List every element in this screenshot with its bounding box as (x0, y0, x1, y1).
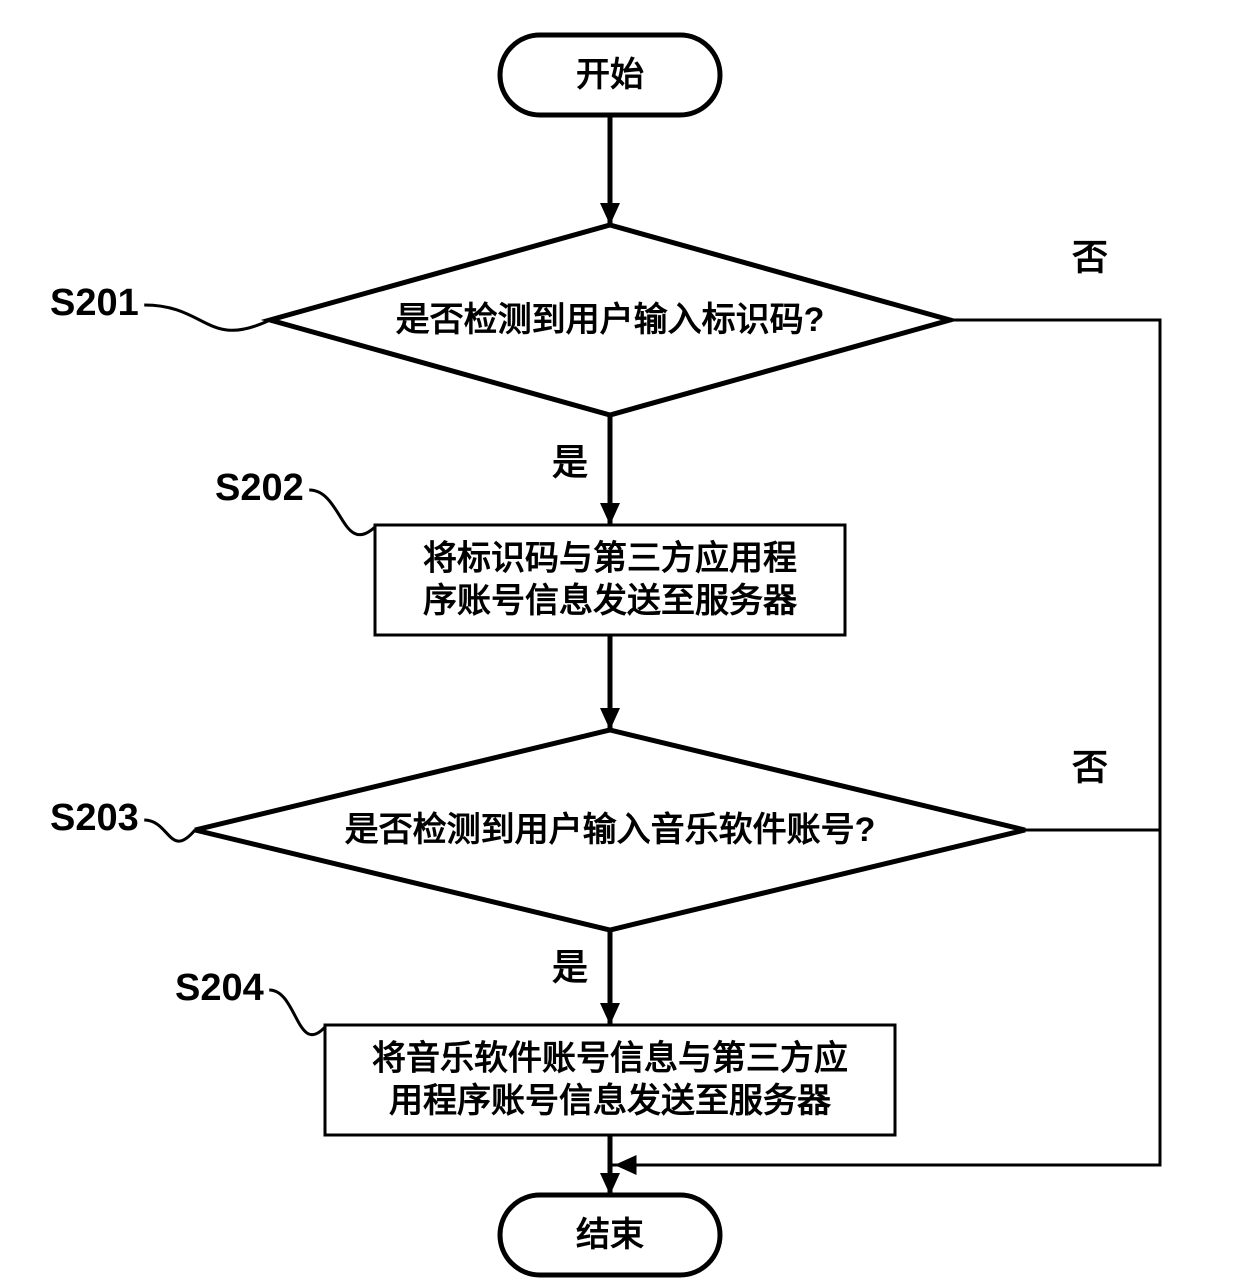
step-connector-s202 (309, 490, 375, 535)
step-label-s202: S202 (215, 467, 304, 509)
step-connector-s203 (144, 820, 195, 841)
svg-text:结束: 结束 (576, 1216, 644, 1254)
svg-text:否: 否 (1072, 747, 1108, 788)
step-label-s203: S203 (50, 797, 139, 839)
svg-text:是否检测到用户输入标识码?: 是否检测到用户输入标识码? (396, 300, 825, 339)
step-label-s204: S204 (175, 967, 264, 1009)
step-label-s201: S201 (50, 282, 139, 324)
svg-text:将音乐软件账号信息与第三方应: 将音乐软件账号信息与第三方应 (372, 1039, 848, 1078)
svg-text:用程序账号信息发送至服务器: 用程序账号信息发送至服务器 (389, 1081, 832, 1120)
svg-text:开始: 开始 (576, 56, 644, 94)
step-connector-s201 (144, 305, 270, 330)
svg-text:序账号信息发送至服务器: 序账号信息发送至服务器 (423, 581, 798, 620)
svg-text:是: 是 (552, 947, 588, 988)
svg-text:是否检测到用户输入音乐软件账号?: 是否检测到用户输入音乐软件账号? (345, 810, 876, 849)
svg-text:将标识码与第三方应用程: 将标识码与第三方应用程 (423, 540, 797, 578)
step-connector-s204 (269, 990, 325, 1035)
svg-text:否: 否 (1072, 237, 1108, 278)
svg-text:是: 是 (552, 442, 588, 483)
